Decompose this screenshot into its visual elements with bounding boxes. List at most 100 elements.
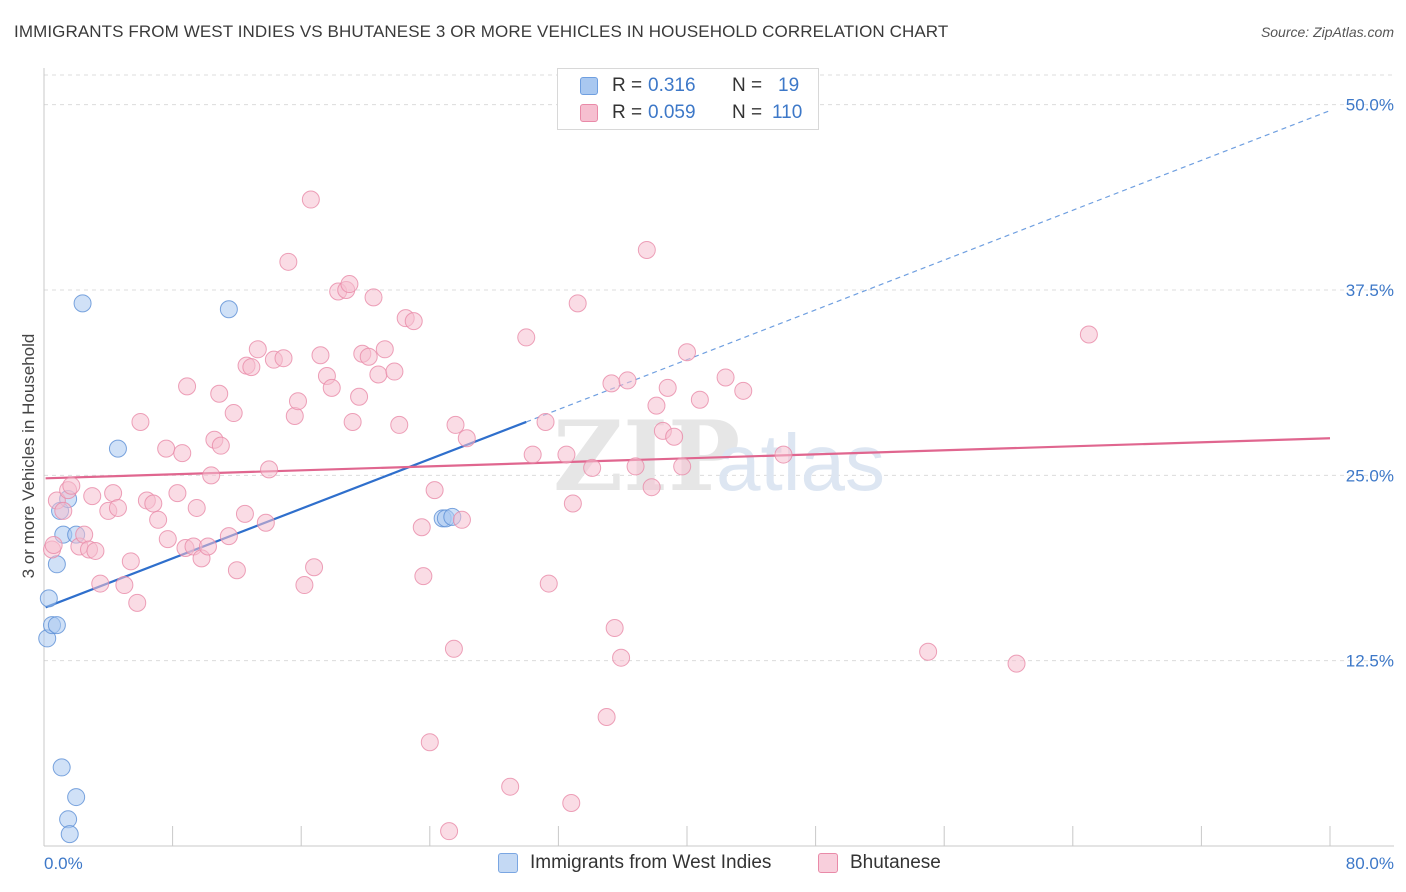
bhutanese-point: [274, 349, 293, 368]
west-indies-point: [108, 439, 127, 458]
data-points: [38, 190, 1098, 844]
bhutanese-point: [412, 518, 431, 537]
bhutanese-point: [301, 190, 320, 209]
bhutanese-point: [178, 377, 197, 396]
bhutanese-point: [227, 561, 246, 580]
bhutanese-point: [605, 619, 624, 638]
bhutanese-point: [369, 365, 388, 384]
bhutanese-point: [568, 294, 587, 313]
bhutanese-point: [121, 552, 140, 571]
y-tick-label: 25.0%: [1346, 466, 1394, 485]
bhutanese-point: [187, 498, 206, 517]
bhutanese-point: [202, 466, 221, 485]
bhutanese-point: [440, 822, 459, 841]
bhutanese-point: [562, 794, 581, 813]
bhutanese-point: [919, 642, 938, 661]
bhutanese-point: [523, 445, 542, 464]
bhutanese-point: [734, 381, 753, 400]
axes: [43, 68, 1394, 847]
bhutanese-point: [457, 429, 476, 448]
bhutanese-point: [1007, 654, 1026, 673]
bhutanese-point: [618, 371, 637, 390]
bhutanese-point: [343, 412, 362, 431]
bhutanese-point: [322, 378, 341, 397]
bhutanese-point: [54, 501, 73, 520]
bhutanese-point: [637, 240, 656, 259]
bhutanese-point: [774, 445, 793, 464]
bhutanese-point: [539, 574, 558, 593]
bhutanese-point: [517, 328, 536, 347]
bhutanese-point: [420, 733, 439, 752]
bhutanese-point: [665, 427, 684, 446]
bhutanese-point: [115, 576, 134, 595]
bhutanese-point: [295, 576, 314, 595]
legend-n-label: N =: [732, 75, 763, 96]
bhutanese-point: [678, 343, 696, 362]
bhutanese-point: [157, 439, 176, 458]
stats-legend: R = 0.316 N = 19 R = 0.059 N = 110: [557, 68, 819, 130]
bhutanese-point: [305, 558, 324, 577]
bhutanese-point: [149, 510, 168, 529]
watermark-atlas: atlas: [716, 418, 885, 507]
legend-swatch-west-indies: [580, 77, 598, 95]
bhutanese-point: [219, 527, 238, 546]
legend-row-west-indies: R = 0.316 N = 19: [580, 73, 799, 99]
bhutanese-point: [91, 574, 110, 593]
bhutanese-point: [1079, 325, 1098, 344]
series-label-bhutanese: Bhutanese: [850, 852, 941, 873]
west-indies-point: [60, 825, 79, 844]
bhutanese-point: [501, 777, 520, 796]
west-indies-point: [67, 788, 86, 807]
bhutanese-point: [647, 396, 666, 415]
bhutanese-point: [425, 481, 444, 500]
west-indies-point: [59, 810, 78, 829]
series-swatch-west-indies: [498, 853, 518, 873]
bhutanese-point: [83, 487, 102, 506]
legend-row-bhutanese: R = 0.059 N = 110: [580, 100, 802, 126]
bhutanese-point: [690, 390, 709, 409]
bhutanese-point: [108, 498, 127, 517]
legend-swatch-bhutanese: [580, 104, 598, 122]
series-legend: Immigrants from West Indies Bhutanese: [0, 852, 1406, 878]
series-swatch-bhutanese: [818, 853, 838, 873]
bhutanese-point: [168, 484, 187, 503]
x-tick-label-max: 80.0%: [1346, 854, 1394, 873]
bhutanese-point: [144, 494, 163, 513]
series-legend-west-indies[interactable]: Immigrants from West Indies: [498, 852, 771, 874]
bhutanese-point: [235, 504, 254, 523]
bhutanese-point: [557, 445, 576, 464]
bhutanese-point: [131, 412, 150, 431]
west-indies-point: [219, 300, 238, 319]
chart-title: IMMIGRANTS FROM WEST INDIES VS BHUTANESE…: [14, 22, 949, 41]
legend-n-value: 110: [772, 102, 803, 123]
west-indies-point: [73, 294, 92, 313]
bhutanese-point: [563, 494, 582, 513]
bhutanese-point: [375, 340, 394, 359]
bhutanese-point: [224, 404, 243, 423]
bhutanese-point: [198, 537, 217, 556]
west-indies-point: [47, 616, 66, 635]
bhutanese-point: [158, 530, 177, 549]
bhutanese-point: [288, 392, 307, 411]
bhutanese-point: [279, 252, 298, 271]
bhutanese-point: [62, 476, 81, 495]
bhutanese-point: [536, 412, 555, 431]
bhutanese-point: [285, 407, 304, 426]
y-tick-label: 12.5%: [1346, 652, 1394, 671]
west-indies-point: [52, 758, 71, 777]
bhutanese-point: [626, 457, 645, 476]
y-tick-label: 37.5%: [1346, 281, 1394, 300]
bhutanese-point: [256, 513, 275, 532]
bhutanese-point: [404, 312, 423, 331]
bhutanese-point: [311, 346, 330, 365]
bhutanese-point: [414, 567, 433, 586]
west-indies-trend-dashed: [526, 110, 1331, 423]
legend-n-value: 19: [778, 75, 800, 96]
bhutanese-point: [248, 340, 267, 359]
legend-n-label: N =: [732, 102, 763, 123]
x-tick-label-min: 0.0%: [44, 854, 83, 873]
series-legend-bhutanese[interactable]: Bhutanese: [818, 852, 941, 874]
y-tick-label: 50.0%: [1346, 96, 1394, 115]
bhutanese-point: [350, 387, 369, 406]
